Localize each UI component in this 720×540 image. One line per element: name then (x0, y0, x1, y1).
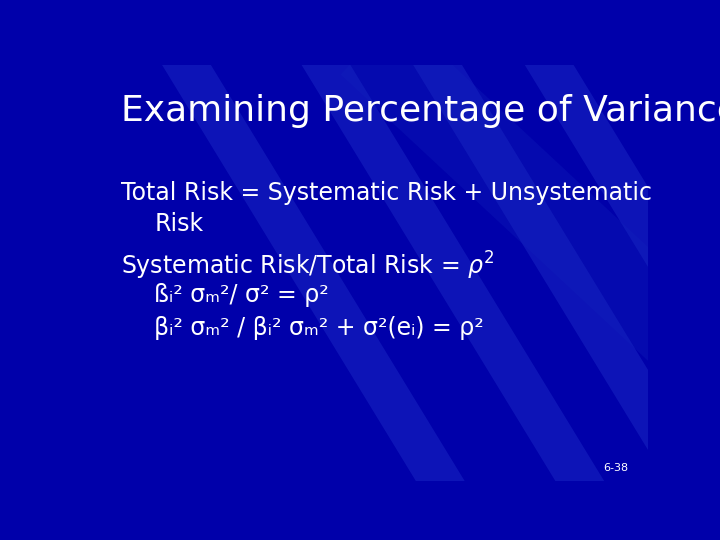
Text: 6-38: 6-38 (603, 463, 629, 473)
Text: βᵢ² σₘ² / βᵢ² σₘ² + σ²(eᵢ) = ρ²: βᵢ² σₘ² / βᵢ² σₘ² + σ²(eᵢ) = ρ² (154, 316, 484, 340)
Text: Total Risk = Systematic Risk + Unsystematic: Total Risk = Systematic Risk + Unsystema… (121, 181, 652, 205)
Text: Systematic Risk/Total Risk = $\rho^2$: Systematic Risk/Total Risk = $\rho^2$ (121, 250, 494, 282)
Text: Examining Percentage of Variance: Examining Percentage of Variance (121, 94, 720, 128)
Text: ßᵢ² σₘ²/ σ² = ρ²: ßᵢ² σₘ²/ σ² = ρ² (154, 283, 329, 307)
Text: Risk: Risk (154, 212, 203, 237)
